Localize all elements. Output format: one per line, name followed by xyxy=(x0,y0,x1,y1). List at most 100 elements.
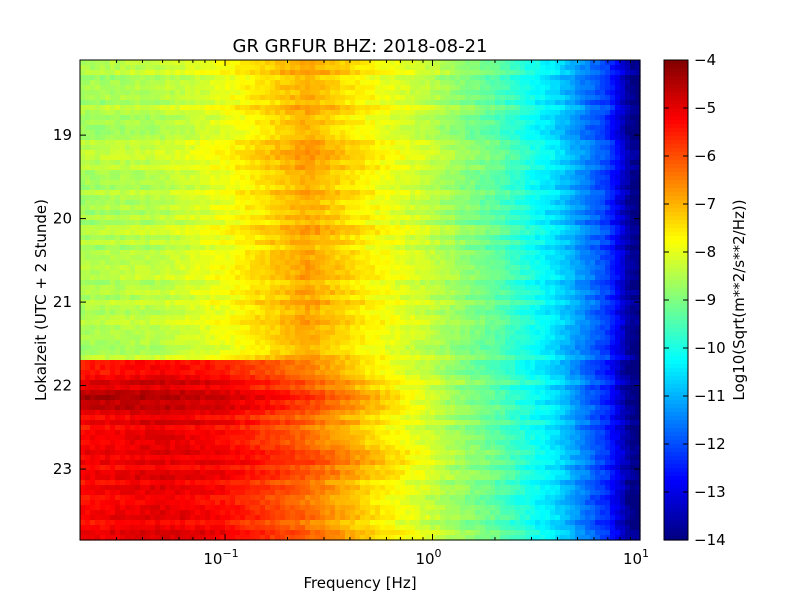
heatmap-cell xyxy=(435,225,441,231)
heatmap-cell xyxy=(635,200,641,206)
heatmap-cell xyxy=(320,280,326,286)
heatmap-cell xyxy=(630,165,636,171)
heatmap-cell xyxy=(480,220,486,226)
heatmap-cell xyxy=(335,235,341,241)
heatmap-cell xyxy=(180,110,186,116)
heatmap-cell xyxy=(520,130,526,136)
heatmap-cell xyxy=(375,275,381,281)
heatmap-cell xyxy=(315,190,321,196)
heatmap-cell xyxy=(615,245,621,251)
heatmap-cell xyxy=(145,265,151,271)
heatmap-cell xyxy=(560,205,566,211)
heatmap-cell xyxy=(485,270,491,276)
heatmap-cell xyxy=(330,280,336,286)
heatmap-cell xyxy=(625,255,631,261)
heatmap-cell xyxy=(150,240,156,246)
heatmap-cell xyxy=(520,165,526,171)
heatmap-cell xyxy=(425,140,431,146)
heatmap-cell xyxy=(605,230,611,236)
heatmap-cell xyxy=(265,210,271,216)
heatmap-cell xyxy=(100,205,106,211)
heatmap-cell xyxy=(335,165,341,171)
heatmap-cell xyxy=(370,105,376,111)
heatmap-cell xyxy=(505,125,511,131)
heatmap-cell xyxy=(385,280,391,286)
heatmap-cell xyxy=(485,230,491,236)
heatmap-cell xyxy=(155,215,161,221)
heatmap-cell xyxy=(565,230,571,236)
heatmap-cell xyxy=(430,275,436,281)
heatmap-cell xyxy=(205,140,211,146)
heatmap-cell xyxy=(290,200,296,206)
heatmap-cell xyxy=(555,250,561,256)
heatmap-cell xyxy=(380,130,386,136)
heatmap-cell xyxy=(590,215,596,221)
heatmap-cell xyxy=(170,215,176,221)
heatmap-cell xyxy=(445,150,451,156)
heatmap-cell xyxy=(280,165,286,171)
heatmap-cell xyxy=(125,250,131,256)
heatmap-cell xyxy=(255,170,261,176)
heatmap-cell xyxy=(335,175,341,181)
heatmap-cell xyxy=(450,150,456,156)
heatmap-cell xyxy=(460,155,466,161)
heatmap-cell xyxy=(260,270,266,276)
heatmap-cell xyxy=(475,200,481,206)
heatmap-cell xyxy=(360,165,366,171)
heatmap-cell xyxy=(470,170,476,176)
heatmap-cell xyxy=(595,165,601,171)
heatmap-cell xyxy=(590,135,596,141)
heatmap-cell xyxy=(195,75,201,81)
heatmap-cell xyxy=(270,70,276,76)
heatmap-cell xyxy=(200,120,206,126)
heatmap-cell xyxy=(290,240,296,246)
heatmap-cell xyxy=(230,215,236,221)
heatmap-cell xyxy=(210,140,216,146)
heatmap-cell xyxy=(555,200,561,206)
heatmap-cell xyxy=(460,130,466,136)
heatmap-cell xyxy=(515,75,521,81)
heatmap-cell xyxy=(560,175,566,181)
heatmap-cell xyxy=(165,80,171,86)
heatmap-cell xyxy=(160,140,166,146)
heatmap-cell xyxy=(200,170,206,176)
heatmap-cell xyxy=(435,215,441,221)
heatmap-cell xyxy=(375,115,381,121)
heatmap-cell xyxy=(480,205,486,211)
heatmap-cell xyxy=(165,265,171,271)
heatmap-cell xyxy=(610,100,616,106)
heatmap-cell xyxy=(125,110,131,116)
heatmap-cell xyxy=(460,120,466,126)
heatmap-cell xyxy=(440,220,446,226)
heatmap-cell xyxy=(145,185,151,191)
heatmap-cell xyxy=(585,105,591,111)
heatmap-cell xyxy=(315,60,321,66)
heatmap-cell xyxy=(300,240,306,246)
heatmap-cell xyxy=(180,70,186,76)
heatmap-cell xyxy=(125,130,131,136)
heatmap-cell xyxy=(540,255,546,261)
heatmap-cell xyxy=(345,150,351,156)
heatmap-cell xyxy=(110,195,116,201)
heatmap-cell xyxy=(290,175,296,181)
heatmap-cell xyxy=(460,100,466,106)
heatmap-cell xyxy=(190,265,196,271)
heatmap-cell xyxy=(235,65,241,71)
heatmap-cell xyxy=(210,80,216,86)
heatmap-cell xyxy=(480,180,486,186)
heatmap-cell xyxy=(210,240,216,246)
heatmap-cell xyxy=(155,245,161,251)
heatmap-cell xyxy=(440,75,446,81)
heatmap-cell xyxy=(160,255,166,261)
heatmap-cell xyxy=(320,90,326,96)
heatmap-cell xyxy=(575,250,581,256)
heatmap-cell xyxy=(210,235,216,241)
heatmap-cell xyxy=(635,210,641,216)
heatmap-cell xyxy=(220,195,226,201)
heatmap-cell xyxy=(305,275,311,281)
heatmap-cell xyxy=(500,205,506,211)
heatmap-cell xyxy=(195,165,201,171)
heatmap-cell xyxy=(200,60,206,66)
heatmap-cell xyxy=(170,270,176,276)
heatmap-cell xyxy=(475,225,481,231)
